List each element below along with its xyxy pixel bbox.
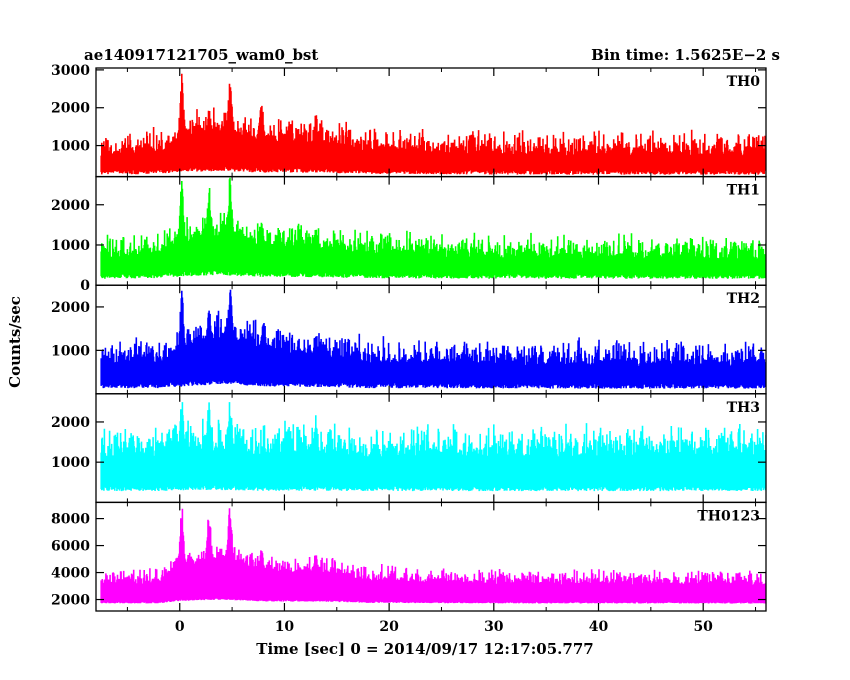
y-tick-label: 2000 (51, 101, 90, 117)
y-tick-label: 1000 (51, 139, 90, 155)
curve-th0123 (100, 508, 766, 604)
x-tick-label: 30 (484, 619, 504, 635)
y-tick-label: 4000 (51, 566, 90, 582)
x-tick-label: 20 (379, 619, 399, 635)
panel-label: TH3 (727, 400, 760, 416)
panel-label: TH0123 (697, 508, 760, 524)
y-tick-label: 1000 (51, 343, 90, 359)
panel-group: 100020003000TH0010002000TH110002000TH210… (51, 63, 767, 635)
panel-th3: 1000 2000 TH3 (51, 393, 767, 504)
x-axis-label: Time [sec] 0 = 2014/09/17 12:17:05.777 (256, 640, 593, 658)
y-tick-label: 2000 (51, 300, 90, 316)
y-tick-label: 8000 (51, 512, 90, 528)
panel-label: TH2 (727, 291, 760, 307)
x-tick-label: 50 (693, 619, 713, 635)
y-tick-label: 2000 (51, 593, 90, 609)
curve-th3 (100, 402, 766, 492)
curve-th0 (100, 73, 766, 175)
panel-th2: 1000 2000 TH2 (51, 284, 767, 395)
panel-th1: 0 1000 2000 TH1 (51, 175, 767, 294)
y-tick-label: 1000 (51, 455, 90, 471)
panel-label: TH1 (727, 183, 760, 199)
y-tick-label: 6000 (51, 539, 90, 555)
y-tick-label: 0 (80, 278, 90, 294)
y-axis-label: Counts/sec (6, 296, 24, 388)
y-tick-label: 1000 (51, 238, 90, 254)
y-tick-label: 2000 (51, 415, 90, 431)
x-tick-label: 40 (589, 619, 609, 635)
panel-th0: 1000 2000 3000 TH0 (51, 63, 767, 178)
panel-frame (95, 501, 767, 612)
x-tick-label: 0 (175, 619, 185, 635)
chart-title-left: ae140917121705_wam0_bst (84, 46, 318, 64)
y-tick-label: 2000 (51, 198, 90, 214)
curve-th1 (100, 177, 766, 279)
y-tick-label: 3000 (51, 63, 90, 79)
curve-th2 (100, 289, 766, 389)
bin-time-label: Bin time: 1.5625E−2 s (591, 46, 780, 64)
panel-th0123: 2000 4000 6000 8000 TH0123 (51, 501, 767, 612)
panel-label: TH0 (727, 74, 761, 90)
x-tick-label: 10 (275, 619, 295, 635)
